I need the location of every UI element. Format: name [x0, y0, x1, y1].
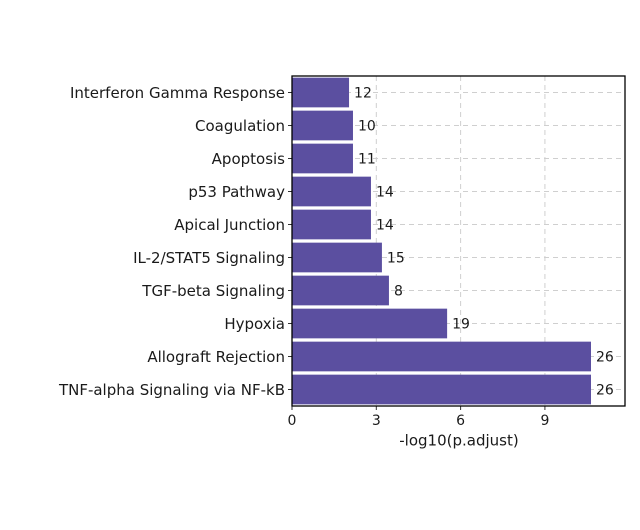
y-tick-label: p53 Pathway [188, 183, 285, 201]
x-tick-label: 3 [372, 413, 381, 429]
x-tick-label: 0 [288, 413, 297, 429]
bar [292, 209, 371, 240]
count-label: 11 [358, 152, 376, 168]
y-tick-label: TGF-beta Signaling [141, 282, 285, 300]
y-tick-label: IL-2/STAT5 Signaling [133, 249, 285, 267]
count-label: 12 [354, 86, 372, 102]
x-tick-label: 9 [540, 413, 549, 429]
count-label: 8 [394, 284, 403, 300]
count-label: 14 [376, 185, 394, 201]
count-label: 10 [358, 119, 376, 135]
count-label: 26 [596, 350, 614, 366]
y-tick-label: Interferon Gamma Response [70, 84, 285, 102]
y-tick-label: TNF-alpha Signaling via NF-kB [58, 381, 285, 399]
bar [292, 77, 350, 108]
count-label: 15 [387, 251, 405, 267]
y-tick-label: Apoptosis [212, 150, 286, 168]
bar [292, 275, 389, 306]
x-tick-label: 6 [456, 413, 465, 429]
bar [292, 374, 591, 405]
count-label: 19 [452, 317, 470, 333]
y-tick-label: Hypoxia [224, 315, 285, 333]
bar [292, 341, 591, 372]
count-label: 26 [596, 383, 614, 399]
bar [292, 110, 353, 141]
y-tick-label: Apical Junction [174, 216, 285, 234]
plot-frame [291, 75, 626, 407]
y-tick-label: Coagulation [195, 117, 285, 135]
bar [292, 176, 371, 207]
bar [292, 143, 353, 174]
x-axis-title: -log10(p.adjust) [399, 432, 518, 450]
bar [292, 308, 448, 339]
y-tick-label: Allograft Rejection [147, 348, 285, 366]
count-label: 14 [376, 218, 394, 234]
bar [292, 242, 382, 273]
